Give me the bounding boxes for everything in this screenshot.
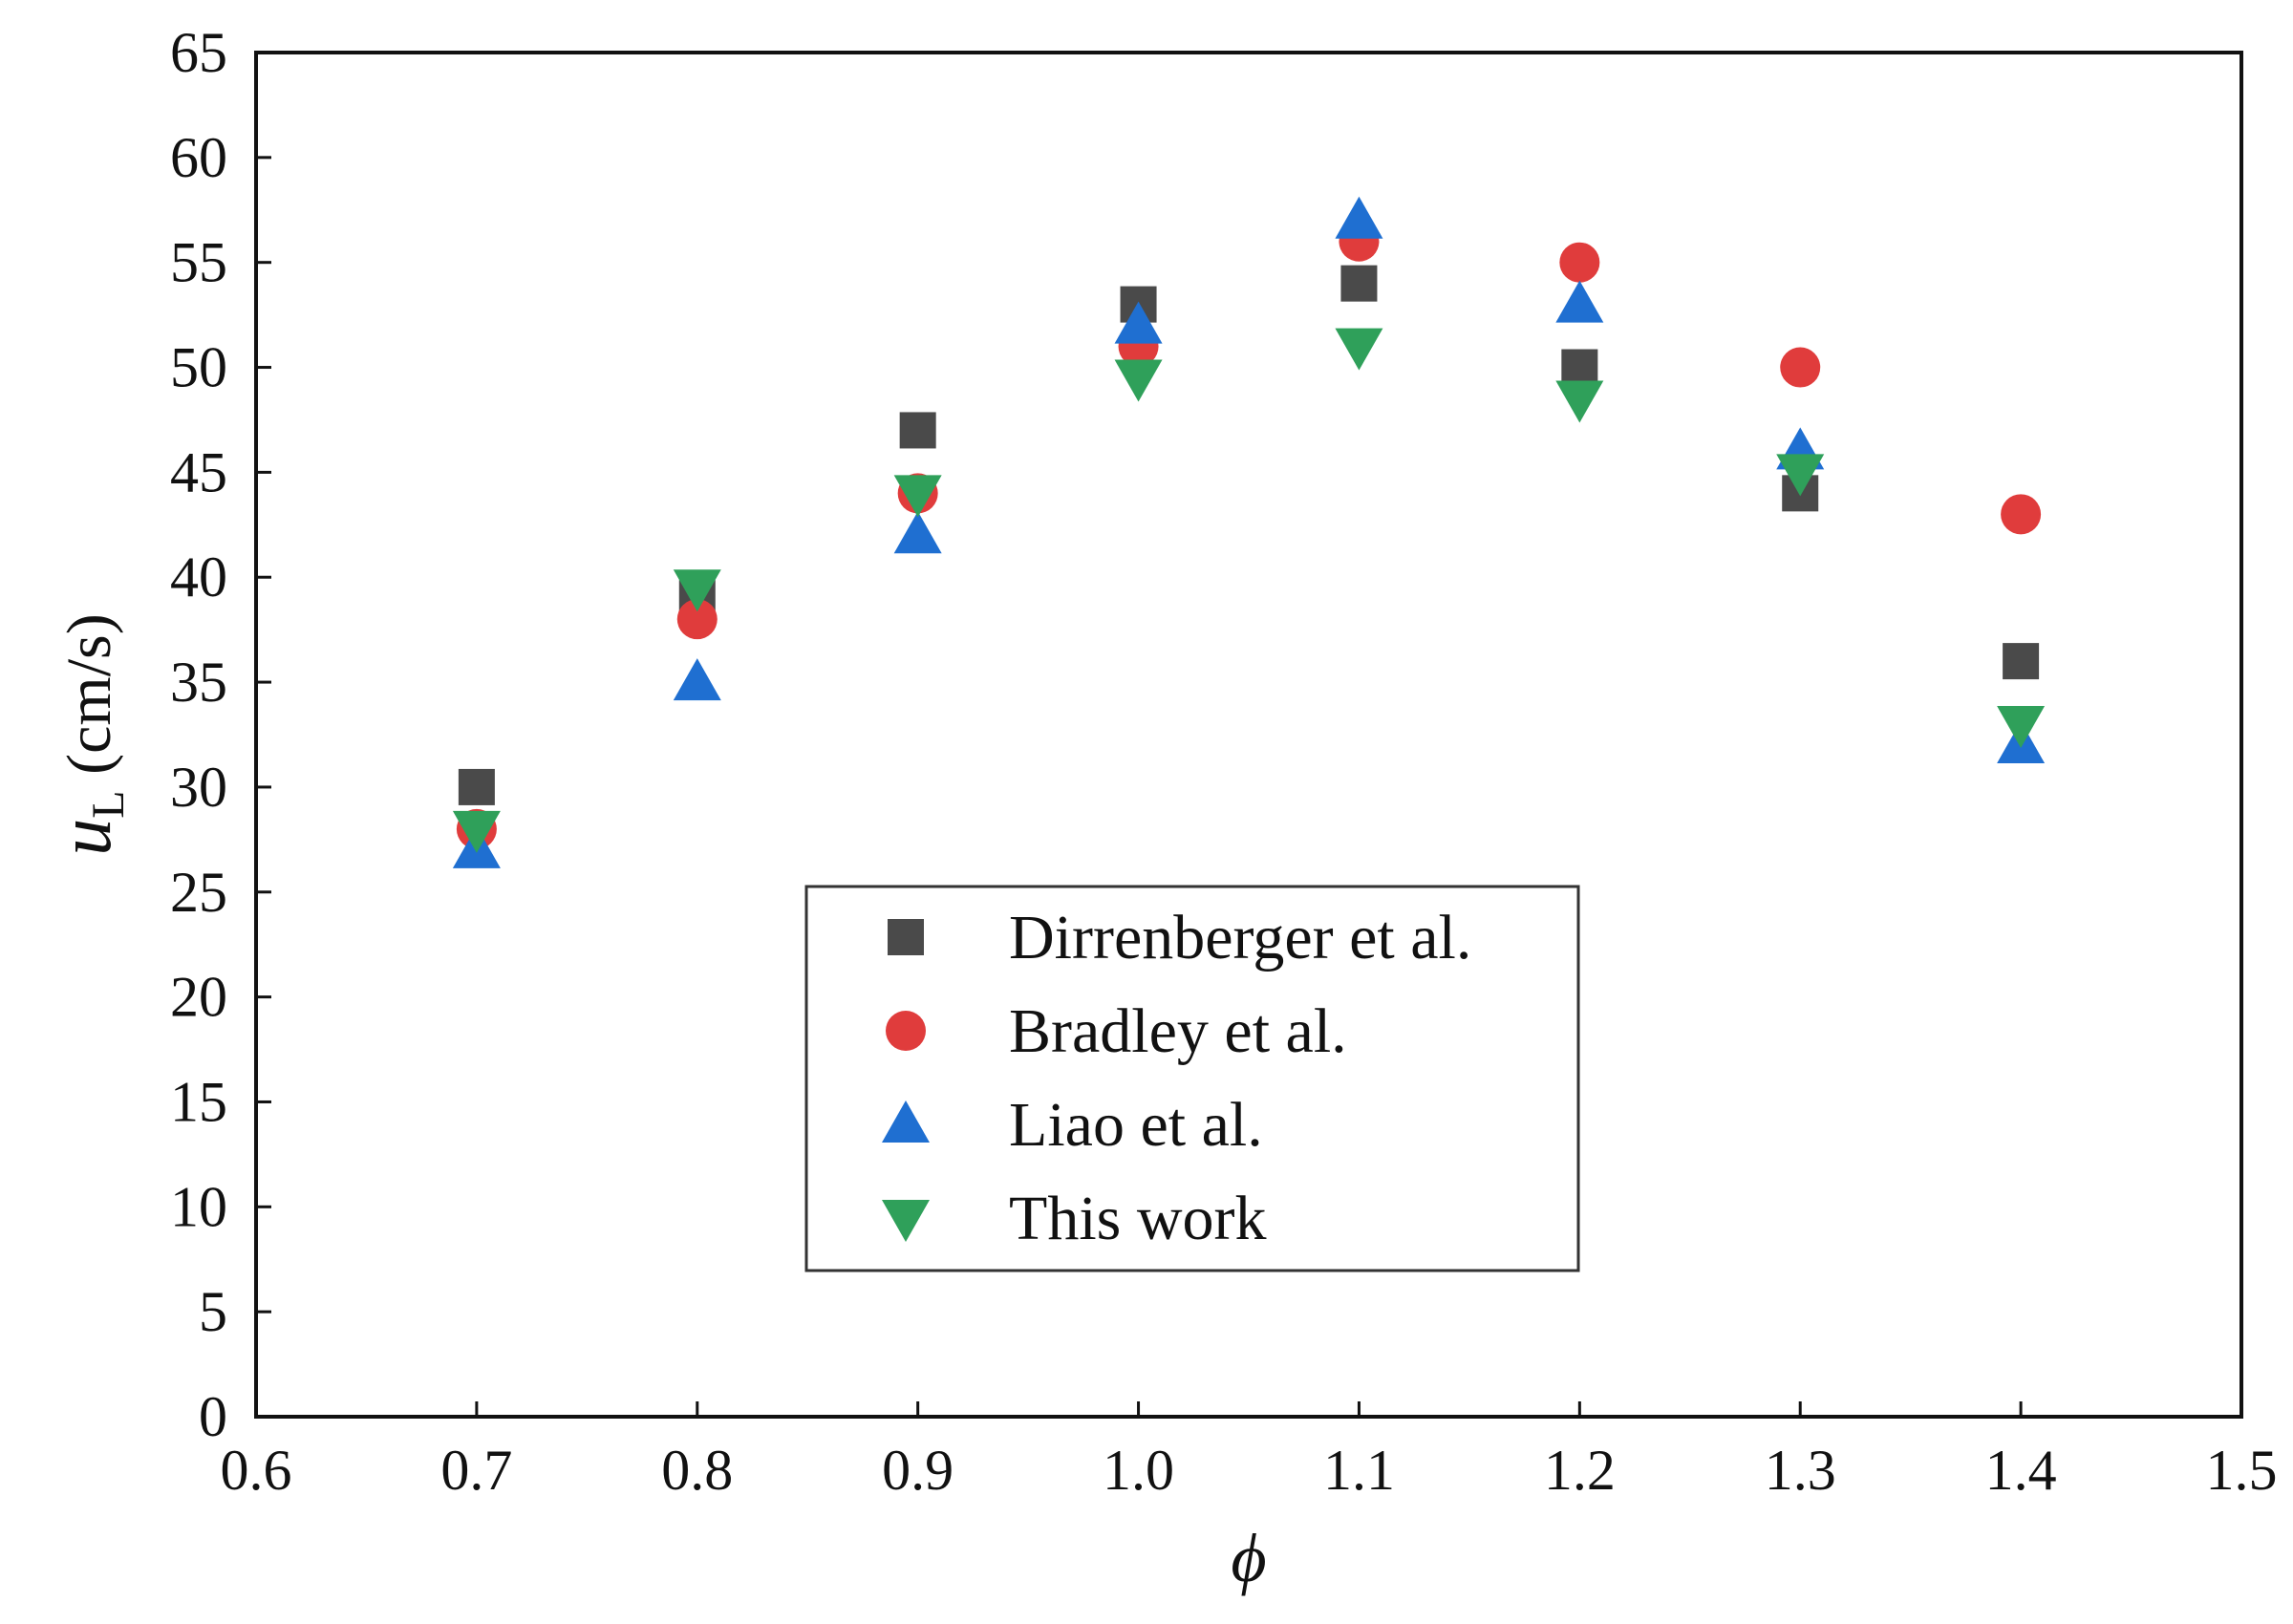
legend-item: Dirrenberger et al.: [888, 903, 1471, 972]
y-tick-label: 20: [170, 966, 227, 1029]
x-tick-label: 1.4: [1985, 1439, 2057, 1502]
y-tick-label: 35: [170, 651, 227, 714]
legend-marker: [888, 919, 924, 955]
y-tick-label: 15: [170, 1070, 227, 1133]
data-point: [1555, 280, 1604, 323]
x-axis-label: ϕ: [1231, 1520, 1266, 1596]
x-tick-label: 0.9: [882, 1439, 954, 1502]
y-axis-label-subscript: L: [83, 790, 134, 818]
x-tick-label: 1.5: [2206, 1439, 2278, 1502]
legend-box: [804, 885, 1580, 1272]
legend-item: Bradley et al.: [886, 996, 1347, 1066]
x-tick-label: 0.7: [440, 1439, 512, 1502]
data-point: [673, 569, 721, 612]
data-point: [1340, 265, 1378, 302]
data-point: [458, 768, 495, 805]
data-point: [452, 810, 501, 853]
data-point: [899, 412, 936, 449]
x-tick-label: 1.2: [1544, 1439, 1616, 1502]
y-tick-label: 40: [170, 545, 227, 609]
data-point: [1555, 380, 1604, 423]
legend: Dirrenberger et al. Bradley et al. Liao et…: [804, 885, 1580, 1272]
y-tick-label: 5: [199, 1280, 227, 1343]
data-point: [2003, 643, 2040, 680]
y-tick-label: 55: [170, 231, 227, 294]
legend-item: Liao et al.: [882, 1090, 1263, 1160]
data-point: [893, 475, 942, 518]
series-triangle-down: [452, 328, 2046, 853]
legend-item: This work: [882, 1184, 1266, 1253]
data-point: [673, 658, 721, 701]
legend-label: Liao et al.: [1009, 1090, 1263, 1160]
y-axis: 0 5 10 15 20 25 30 35 40 45 50 55 60 65: [170, 21, 271, 1448]
data-point: [893, 511, 942, 554]
legend-label: Dirrenberger et al.: [1009, 903, 1471, 972]
y-tick-label: 30: [170, 756, 227, 819]
legend-marker: [882, 1100, 930, 1143]
data-point: [676, 599, 718, 640]
y-tick-label: 50: [170, 336, 227, 399]
series-circle: [456, 221, 2042, 849]
y-tick-label: 65: [170, 21, 227, 84]
x-tick-label: 1.0: [1103, 1439, 1174, 1502]
x-tick-label: 0.8: [661, 1439, 733, 1502]
x-tick-label: 1.1: [1323, 1439, 1395, 1502]
y-tick-label: 45: [170, 440, 227, 503]
series-triangle-up: [452, 196, 2046, 868]
y-axis-label: uL (cm/s): [43, 613, 134, 855]
legend-marker: [886, 1011, 926, 1051]
y-axis-label-symbol: u: [43, 819, 126, 856]
data-points: [452, 196, 2046, 868]
series-square: [458, 265, 2040, 805]
data-point: [1559, 242, 1600, 283]
y-tick-label: 0: [199, 1385, 227, 1448]
data-point: [1335, 328, 1383, 371]
data-point: [2001, 494, 2042, 535]
data-point: [1114, 301, 1163, 344]
data-point: [1335, 196, 1383, 239]
y-tick-label: 60: [170, 126, 227, 189]
data-point: [1561, 349, 1598, 386]
x-tick-label: 0.6: [221, 1439, 292, 1502]
x-tick-label: 1.3: [1765, 1439, 1836, 1502]
plot-area: [254, 51, 2243, 1419]
data-point: [1780, 347, 1821, 388]
y-axis-label-unit: (cm/s): [54, 613, 124, 790]
data-point: [1776, 454, 1825, 497]
y-tick-label: 25: [170, 861, 227, 924]
legend-label: This work: [1009, 1184, 1266, 1253]
y-tick-label: 10: [170, 1175, 227, 1238]
data-point: [1114, 359, 1163, 402]
legend-marker: [882, 1200, 930, 1242]
legend-label: Bradley et al.: [1009, 996, 1347, 1066]
data-point: [1997, 706, 2046, 749]
plot-frame: [254, 51, 2243, 1419]
x-axis: 0.6 0.7 0.8 0.9 1.0 1.1 1.2 1.3 1.4 1.5: [221, 1401, 2278, 1502]
